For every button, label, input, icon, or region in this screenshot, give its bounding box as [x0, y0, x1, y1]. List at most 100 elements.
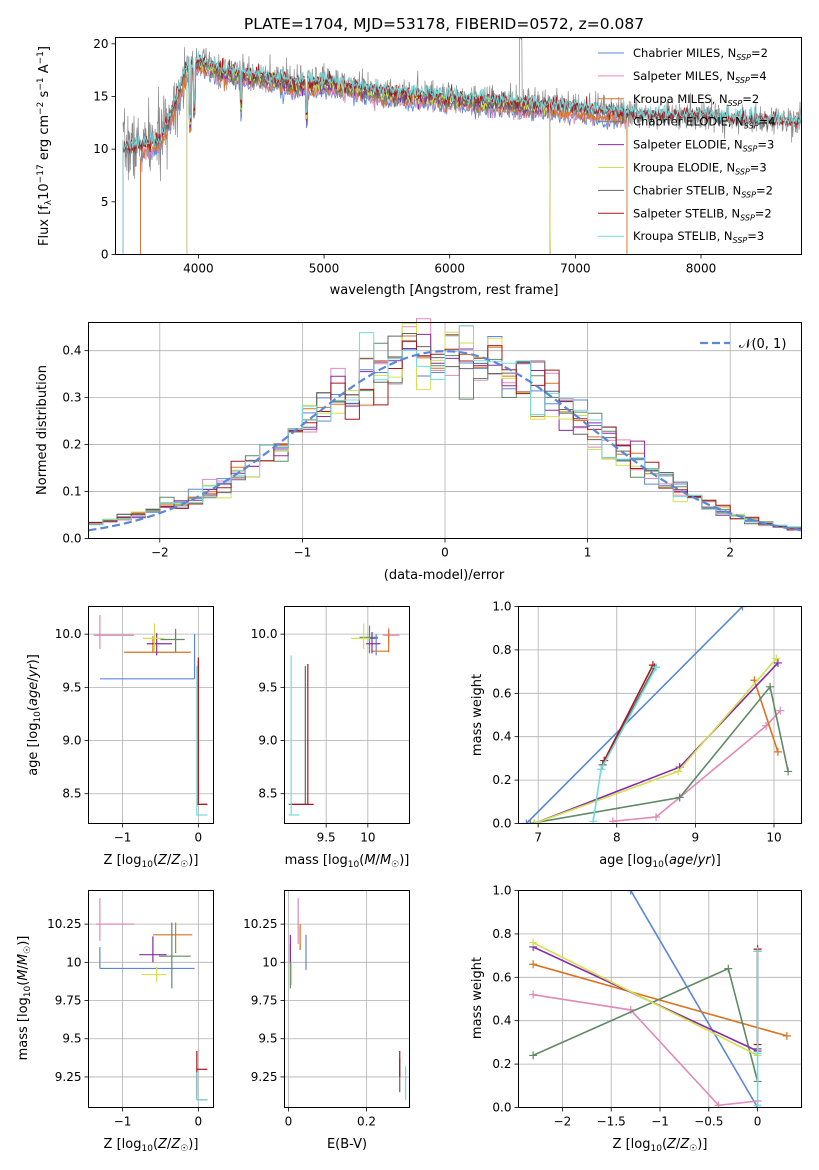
age-vs-mass-panel: 9.5 10 8.5 9.0 9.5 10.0 mass [log10(M/M☉)] [251, 606, 410, 870]
mass_vs_Z-ytick-label: 10.25 [47, 917, 81, 931]
weight-line-chabrier-stelib [601, 666, 656, 766]
normal-curve [88, 350, 802, 532]
mass_vs_ebv-ytick-label: 10 [262, 955, 277, 969]
weight_vs_Z-xtick-label: −1 [651, 1115, 669, 1129]
weight-line-chabrier-miles [630, 890, 759, 1108]
weight_vs_Z-ytick-label: 0.4 [492, 1014, 511, 1028]
spectrum-ytick-label: 15 [93, 89, 108, 103]
mass_vs_ebv-ytick-label: 9.75 [251, 994, 278, 1008]
residuals-ytick-label: 0.1 [62, 485, 81, 499]
mass-vs-ebv-panel: 0 0.2 9.25 9.5 9.75 10 10.25 E(B-V) [243, 890, 410, 1152]
age_vs_mass-xtick-label: 9.5 [317, 831, 336, 845]
legend-entry: Kroupa STELIB, NSSP=3 [633, 229, 764, 245]
age_vs_mass-ytick-label: 10.0 [251, 627, 278, 641]
weight_vs_age-xtick-label: 10 [766, 831, 781, 845]
mass-vs-metallicity-panel: −1 0 9.25 9.5 9.75 10 10.25 Z [log10(Z/Z☉)] ma… [16, 890, 214, 1154]
mass_vs_Z-xtick-label: −1 [114, 1115, 132, 1129]
weight-point [529, 1051, 538, 1060]
weight-vs-metallicity-panel: −2 −1.5 −1 −0.5 0 0.0 0.2 0.4 0.6 0.8 1.0 Z [log10… [470, 884, 802, 1154]
histogram-kroupa-stelib [88, 325, 802, 539]
weight_vs_Z-xtick-label: −2 [554, 1115, 572, 1129]
spectrum-xtick-label: 5000 [309, 262, 340, 276]
weight-vs-age-ylabel: mass weight [470, 674, 485, 756]
age-vs-metallicity-xlabel: Z [log10(Z/Z☉)] [104, 853, 199, 870]
age-vs-metallicity-panel: −1 0 8.5 9.0 9.5 10.0 Z [log10(Z/Z☉)] age [lo… [26, 606, 214, 870]
weight-point [772, 654, 781, 663]
weight-point [674, 767, 683, 776]
weight_vs_age-ytick-label: 0.4 [492, 730, 511, 744]
age_vs_Z-ytick-label: 9.0 [62, 734, 81, 748]
residual-ylabel: Normed distribution [35, 365, 50, 495]
legend-entry: Chabrier MILES, NSSP=2 [633, 46, 768, 62]
residuals-ytick-label: 0.0 [62, 532, 81, 546]
spectrum-xtick-label: 8000 [686, 262, 717, 276]
age_vs_Z-ytick-label: 8.5 [62, 787, 81, 801]
age-vs-metallicity-frame [88, 606, 214, 824]
residuals-ytick-label: 0.3 [62, 391, 81, 405]
weight-point [753, 947, 762, 956]
weight-point [724, 964, 733, 973]
age-vs-mass-xlabel: mass [log10(M/M☉)] [285, 853, 410, 870]
weight_vs_Z-ytick-label: 0.0 [492, 1101, 511, 1115]
weight-point [626, 890, 635, 895]
weight-point [773, 747, 782, 756]
spectrum-xtick-label: 6000 [434, 262, 465, 276]
legend-entry: Salpeter MILES, NSSP=4 [633, 69, 767, 85]
weight-vs-metallicity-ylabel: mass weight [470, 957, 485, 1039]
weight_vs_age-ytick-label: 0.6 [492, 686, 511, 700]
mass_vs_ebv-ytick-label: 10.25 [243, 917, 277, 931]
residuals-xtick-label: 1 [584, 546, 592, 560]
weight-point [782, 1031, 791, 1040]
weight-line-salpeter-miles [532, 993, 758, 1107]
age_vs_Z-ytick-label: 9.5 [62, 680, 81, 694]
weight-line-kroupa-miles [532, 963, 788, 1037]
mass_vs_Z-ytick-label: 10 [66, 955, 81, 969]
weight-point [529, 960, 538, 969]
spectrum-legend: Chabrier MILES, NSSP=2 Salpeter MILES, NS… [598, 46, 775, 245]
mass-vs-metallicity-frame [88, 890, 214, 1108]
age_vs_Z-ytick-label: 10.0 [55, 627, 82, 641]
residuals-ytick-label: 0.2 [62, 438, 81, 452]
model-line-kroupa-stelib [122, 51, 802, 255]
weight-line-chabrier-elodie [530, 685, 789, 824]
weight_vs_Z-ytick-label: 0.2 [492, 1057, 511, 1071]
weight-point [773, 658, 782, 667]
residuals-xtick-label: −1 [294, 546, 312, 560]
age_vs_mass-ytick-label: 9.5 [258, 680, 277, 694]
legend-entry: Chabrier ELODIE, NSSP=4 [633, 115, 775, 131]
weight_vs_Z-ytick-label: 0.8 [492, 927, 511, 941]
weight_vs_age-ytick-label: 1.0 [492, 600, 511, 614]
weight-point [776, 706, 785, 715]
residuals-xtick-label: 0 [441, 546, 449, 560]
weight_vs_age-ytick-label: 0.0 [492, 817, 511, 831]
mass_vs_Z-ytick-label: 9.75 [55, 994, 82, 1008]
age_vs_Z-xtick-label: −1 [114, 831, 132, 845]
weight-point [652, 663, 661, 672]
weight-point [522, 819, 531, 824]
residual-histograms [88, 318, 802, 539]
weight-point [529, 990, 538, 999]
weight-vs-age-xlabel: age [log10(age/yr)] [599, 853, 721, 870]
residual-legend: 𝒩(0, 1) [700, 337, 786, 352]
age_vs_mass-xtick-label: 10 [360, 831, 375, 845]
mass_vs_ebv-xtick-label: 0.2 [357, 1115, 376, 1129]
spectrum-ylabel: Flux [fλ10−17 erg cm−2 s−1 A−1] [36, 46, 54, 246]
weight-point [714, 1101, 723, 1108]
spectrum-frame [115, 37, 802, 255]
weight-point [753, 1049, 762, 1058]
weight-line-kroupa-miles [753, 680, 779, 753]
weight-point [526, 819, 535, 824]
mass_vs_ebv-xtick-label: 0 [285, 1115, 293, 1129]
mass-vs-ebv-frame [284, 890, 410, 1108]
legend-entry: Salpeter ELODIE, NSSP=3 [633, 138, 774, 154]
weight-point [652, 812, 661, 821]
weight-line-chabrier-miles [525, 606, 744, 824]
weight_vs_Z-xtick-label: −1.5 [597, 1115, 626, 1129]
weight_vs_Z-xtick-label: 0 [754, 1115, 762, 1129]
spectrum-ytick-label: 20 [93, 37, 108, 51]
legend-entry: 𝒩(0, 1) [739, 337, 786, 352]
weight-vs-metallicity-xlabel: Z [log10(Z/Z☉)] [613, 1137, 708, 1154]
legend-entry: Chabrier STELIB, NSSP=2 [633, 183, 773, 199]
mass_vs_ebv-ytick-label: 9.5 [258, 1032, 277, 1046]
